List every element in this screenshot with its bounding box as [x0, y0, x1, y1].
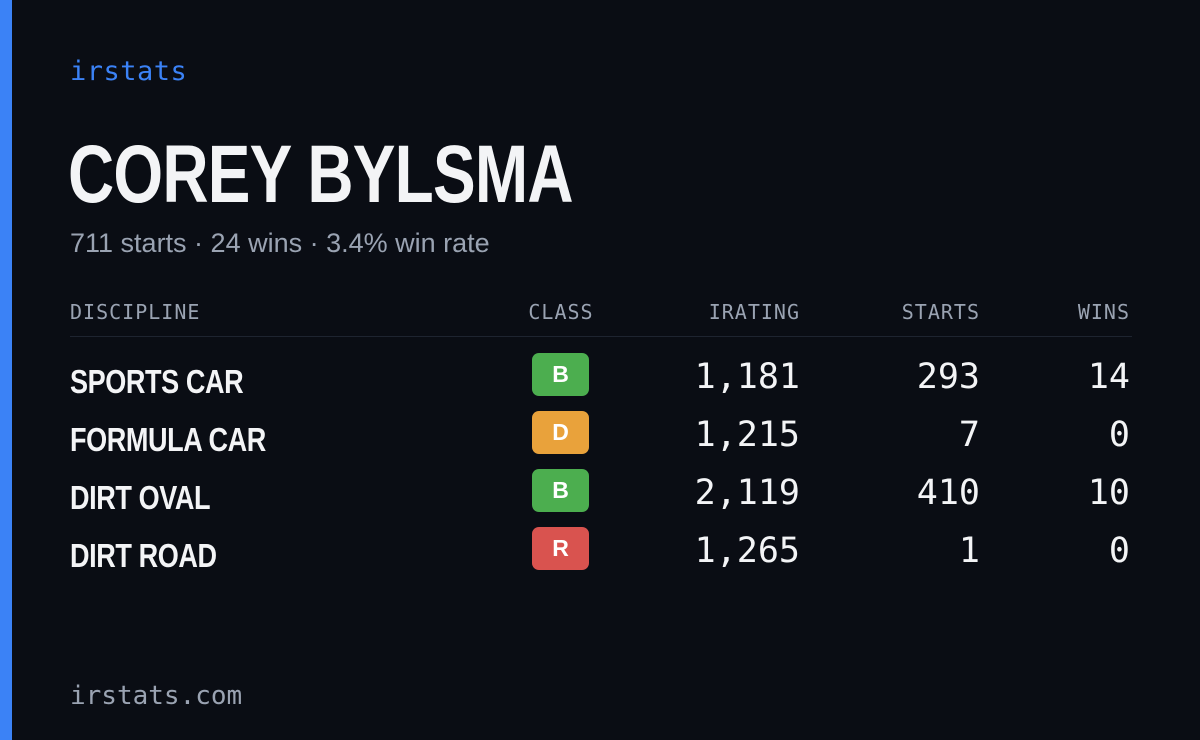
driver-name: COREY BYLSMA: [68, 129, 574, 220]
header-starts: STARTS: [901, 300, 980, 324]
discipline-name: DIRT OVAL: [70, 479, 211, 516]
wins-value: 0: [1108, 531, 1130, 571]
footer-url: irstats.com: [70, 681, 243, 711]
table-row: DIRT OVAL B 2,119 410 10: [70, 469, 1132, 527]
starts-value: 293: [916, 357, 980, 397]
driver-summary: 711 starts · 24 wins · 3.4% win rate: [70, 228, 490, 258]
class-badge: B: [532, 469, 589, 512]
header-wins: WINS: [1077, 300, 1130, 324]
irating-value: 2,119: [694, 473, 800, 513]
header-discipline: DISCIPLINE: [70, 300, 201, 324]
table-row: SPORTS CAR B 1,181 293 14: [70, 353, 1132, 411]
discipline-name: SPORTS CAR: [70, 363, 244, 400]
table-row: DIRT ROAD R 1,265 1 0: [70, 527, 1132, 585]
class-badge: B: [532, 353, 589, 396]
irating-value: 1,181: [694, 357, 800, 397]
starts-value: 1: [958, 531, 980, 571]
irating-value: 1,265: [694, 531, 800, 571]
license-table: DISCIPLINE CLASS IRATING STARTS WINS SPO…: [70, 298, 1132, 585]
header-irating: IRATING: [708, 300, 800, 324]
class-badge: R: [532, 527, 589, 570]
table-row: FORMULA CAR D 1,215 7 0: [70, 411, 1132, 469]
starts-value: 410: [916, 473, 980, 513]
starts-value: 7: [958, 415, 980, 455]
table-body: SPORTS CAR B 1,181 293 14 FORMULA CAR D …: [70, 353, 1132, 585]
accent-bar: [0, 0, 12, 740]
brand-logo: irstats: [70, 56, 188, 87]
header-class: CLASS: [528, 300, 594, 324]
irating-value: 1,215: [694, 415, 800, 455]
class-badge: D: [532, 411, 589, 454]
wins-value: 0: [1108, 415, 1130, 455]
wins-value: 10: [1087, 473, 1130, 513]
discipline-name: FORMULA CAR: [70, 421, 266, 458]
table-header: DISCIPLINE CLASS IRATING STARTS WINS: [70, 298, 1132, 337]
discipline-name: DIRT ROAD: [70, 537, 217, 574]
wins-value: 14: [1087, 357, 1130, 397]
